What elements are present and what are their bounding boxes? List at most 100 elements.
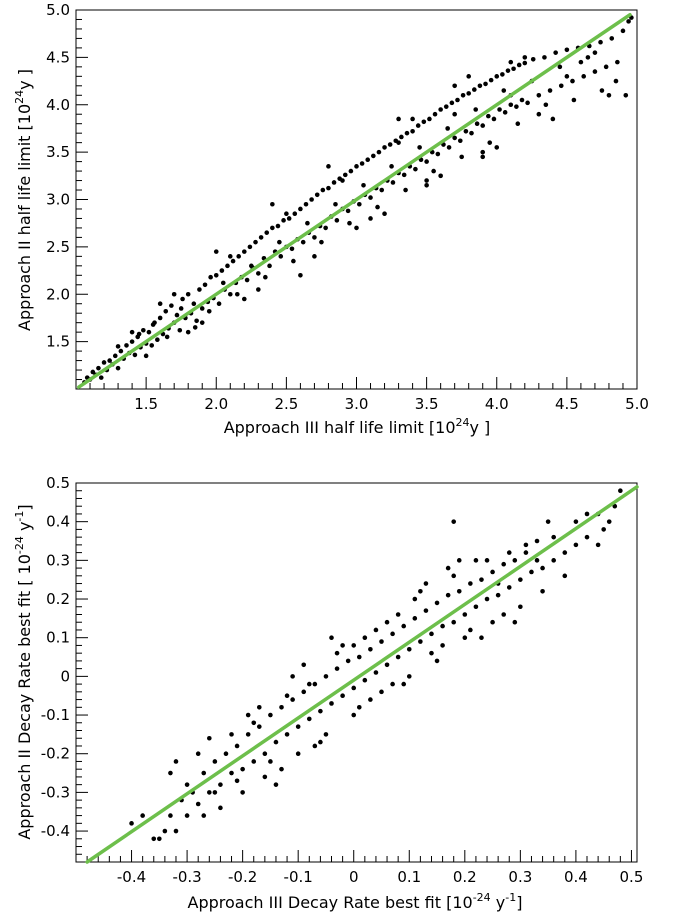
scatter-point bbox=[460, 92, 466, 98]
scatter-point bbox=[413, 166, 418, 172]
scatter-point bbox=[107, 358, 112, 363]
scatter-point bbox=[435, 151, 441, 157]
scatter-point bbox=[129, 821, 134, 826]
scatter-point bbox=[132, 352, 138, 358]
scatter-point bbox=[501, 561, 506, 567]
scatter-point bbox=[456, 588, 462, 594]
scatter-point bbox=[618, 488, 623, 494]
scatter-point bbox=[219, 268, 225, 273]
scatter-point bbox=[506, 585, 512, 590]
scatter-point bbox=[434, 600, 440, 606]
x-tick-label: -0.3 bbox=[172, 868, 201, 886]
scatter-point bbox=[501, 612, 506, 617]
scatter-point bbox=[347, 220, 352, 226]
scatter-point bbox=[463, 128, 469, 134]
scatter-point bbox=[395, 612, 401, 617]
scatter-point bbox=[451, 519, 457, 524]
scatter-point bbox=[606, 519, 612, 524]
scatter-point bbox=[298, 273, 303, 278]
x-tick-label: 0.2 bbox=[453, 868, 477, 886]
y-tick-label: 2.0 bbox=[46, 285, 70, 303]
y-tick-label: 1.5 bbox=[46, 333, 70, 351]
scatter-point bbox=[289, 246, 295, 252]
scatter-point bbox=[184, 782, 190, 787]
scatter-point bbox=[191, 301, 197, 307]
scatter-point bbox=[368, 195, 373, 200]
y-tick-label: -0.3 bbox=[41, 783, 70, 801]
scatter-point bbox=[136, 331, 142, 337]
scatter-point bbox=[511, 66, 516, 72]
scatter-point bbox=[286, 216, 292, 221]
scatter-point bbox=[249, 263, 254, 269]
scatter-point bbox=[508, 59, 514, 65]
scatter-point bbox=[129, 339, 135, 344]
scatter-point bbox=[445, 126, 450, 131]
scatter-point bbox=[445, 592, 451, 598]
x-tick-label: 0.5 bbox=[620, 868, 644, 886]
scatter-point bbox=[473, 604, 479, 610]
scatter-point bbox=[356, 705, 362, 710]
scatter-point bbox=[354, 164, 359, 169]
scatter-point bbox=[522, 60, 528, 66]
scatter-point bbox=[157, 836, 162, 842]
scatter-point bbox=[195, 751, 201, 757]
scatter-point bbox=[452, 111, 457, 117]
scatter-point bbox=[173, 828, 179, 834]
scatter-point bbox=[551, 534, 556, 540]
decay-rate-panel: -0.4 -0.3 -0.2 -0.1 0 0.1 0.2 0.3 0.4 0.5 -0.4 -0.3… bbox=[13, 474, 643, 912]
scatter-point bbox=[236, 254, 241, 259]
scatter-point bbox=[516, 62, 522, 68]
scatter-point bbox=[573, 542, 579, 548]
scatter-point bbox=[318, 708, 323, 714]
scatter-point bbox=[199, 306, 205, 311]
scatter-point bbox=[486, 113, 491, 119]
scatter-point bbox=[623, 92, 629, 98]
scatter-point bbox=[606, 92, 612, 98]
scatter-point bbox=[373, 670, 379, 675]
scatter-point bbox=[519, 97, 525, 103]
y-tick-label: 3.0 bbox=[46, 191, 70, 209]
scatter-point bbox=[550, 116, 556, 122]
scatter-point bbox=[595, 542, 601, 548]
scatter-point bbox=[268, 712, 273, 718]
scatter-point bbox=[362, 635, 368, 640]
scatter-point bbox=[542, 55, 547, 60]
scatter-point bbox=[112, 353, 118, 359]
scatter-point bbox=[547, 88, 553, 93]
scatter-point bbox=[598, 39, 603, 45]
scatter-point bbox=[410, 128, 415, 134]
scatter-point bbox=[141, 327, 146, 333]
scatter-point bbox=[573, 519, 579, 524]
scatter-point bbox=[512, 619, 518, 625]
x-tick-label: 2.0 bbox=[204, 395, 228, 413]
scatter-point bbox=[168, 770, 173, 776]
scatter-point bbox=[312, 235, 317, 240]
scatter-point bbox=[501, 88, 507, 93]
scatter-point bbox=[284, 732, 290, 737]
scatter-point bbox=[540, 588, 545, 594]
scatter-point bbox=[506, 550, 512, 555]
scatter-point bbox=[455, 97, 460, 103]
scatter-point bbox=[212, 759, 218, 764]
scatter-point bbox=[298, 206, 303, 212]
scatter-point bbox=[457, 138, 463, 144]
scatter-point bbox=[146, 329, 152, 335]
scatter-point bbox=[295, 751, 301, 757]
scatter-point bbox=[551, 558, 556, 563]
scatter-point bbox=[180, 296, 185, 302]
scatter-point bbox=[488, 77, 494, 83]
scatter-point bbox=[500, 72, 505, 77]
scatter-point bbox=[424, 159, 429, 164]
scatter-point bbox=[440, 643, 445, 648]
x-tick-label: 0.4 bbox=[564, 868, 588, 886]
scatter-point bbox=[334, 666, 340, 671]
scatter-point bbox=[218, 805, 223, 811]
scatter-point bbox=[480, 154, 486, 160]
scatter-point bbox=[164, 334, 170, 340]
scatter-point bbox=[578, 59, 584, 65]
scatter-point bbox=[244, 277, 250, 283]
scatter-point bbox=[229, 732, 234, 737]
scatter-point bbox=[220, 280, 226, 286]
scatter-point bbox=[234, 743, 240, 749]
